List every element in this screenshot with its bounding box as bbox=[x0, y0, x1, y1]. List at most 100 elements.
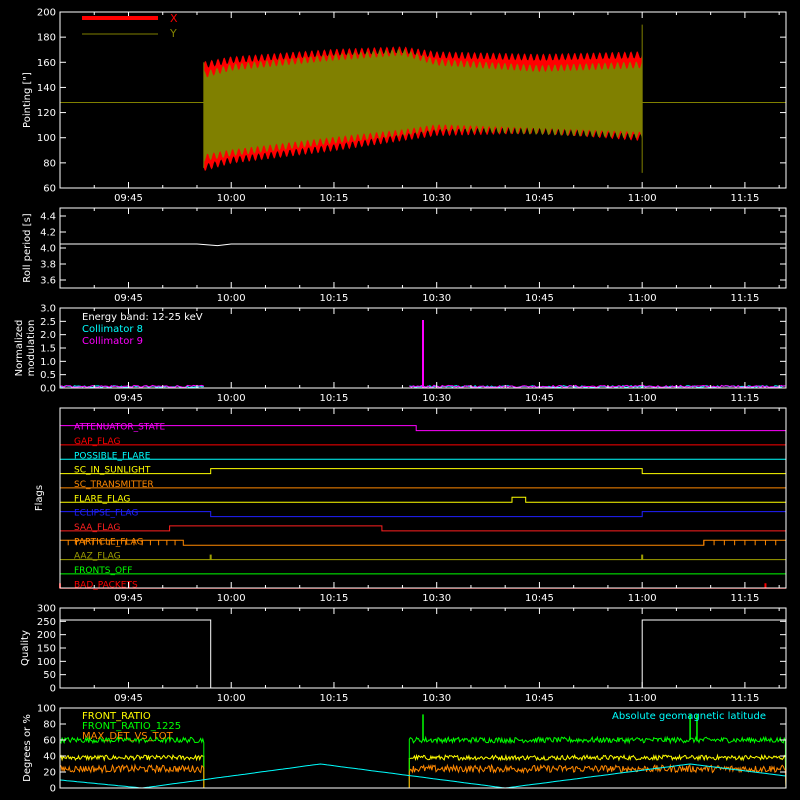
y-tick-label: 1.5 bbox=[40, 344, 56, 355]
y-tick-label: 50 bbox=[43, 670, 56, 681]
degrees-panel: 0 20 40 60 80 100 Degrees or % FRONT_RATIO FR… bbox=[22, 704, 787, 795]
flags-panel: ATTENUATOR_STATE GAP_FLAG POSSIBLE_FLARE SC… bbox=[34, 407, 787, 604]
pointing-frame bbox=[59, 11, 787, 189]
modulation-panel: 0.0 0.5 1.0 1.5 2.0 2.5 3.0 09:45 10:00 10:15 10:… bbox=[14, 304, 787, 404]
x-tick-label: 10:00 bbox=[217, 193, 246, 204]
pointing-y-axis: 60 80 100 120 140 160 180 200 bbox=[37, 8, 786, 195]
x-tick-label: 11:00 bbox=[628, 193, 657, 204]
flags-ylabel: Flags bbox=[34, 485, 45, 511]
y-tick-label: 100 bbox=[37, 704, 56, 715]
y-tick-label: 60 bbox=[43, 184, 56, 195]
legend-x-label: X bbox=[170, 12, 178, 25]
degrees-series-1-seg-0 bbox=[60, 735, 205, 788]
y-tick-label: 0 bbox=[50, 784, 56, 795]
x-tick-label: 11:00 bbox=[628, 393, 657, 404]
x-tick-label: 10:00 bbox=[217, 693, 246, 704]
modulation-x-axis: 09:45 10:00 10:15 10:30 10:45 11:00 11:15 bbox=[59, 308, 780, 404]
flags-data: ATTENUATOR_STATE GAP_FLAG POSSIBLE_FLARE SC… bbox=[59, 423, 786, 590]
degrees-series-0-seg-0 bbox=[60, 754, 205, 788]
flag-line-sc-in-sunlight bbox=[60, 468, 786, 475]
degrees-legend-geomag: Absolute geomagnetic latitude bbox=[612, 711, 766, 722]
modulation-legend: Energy band: 12-25 keV Collimator 8 Coll… bbox=[82, 312, 203, 347]
degrees-legend-max-det: MAX_DET_VS_TOT bbox=[82, 731, 174, 742]
roll-ylabel: Roll period [s] bbox=[22, 213, 33, 282]
degrees-frame bbox=[59, 707, 787, 789]
roll-panel: 3.6 3.8 4.0 4.2 4.4 09:45 10:00 10:15 10:30 10:4… bbox=[22, 207, 787, 304]
x-tick-label: 11:15 bbox=[730, 293, 759, 304]
modulation-legend-title: Energy band: 12-25 keV bbox=[82, 312, 203, 323]
y-tick-label: 160 bbox=[37, 58, 56, 69]
roll-data bbox=[60, 243, 786, 247]
degrees-legend: FRONT_RATIO FRONT_RATIO_1225 MAX_DET_VS_… bbox=[82, 711, 766, 742]
x-tick-label: 09:45 bbox=[114, 693, 143, 704]
flag-label-bad-packets: BAD_PACKETS bbox=[74, 580, 138, 590]
y-tick-label: 140 bbox=[37, 83, 56, 94]
y-tick-label: 3.8 bbox=[40, 260, 56, 271]
y-tick-label: 1.0 bbox=[40, 357, 56, 368]
modulation-series-1-seg-0 bbox=[60, 384, 204, 389]
y-tick-label: 80 bbox=[43, 720, 56, 731]
x-tick-label: 10:15 bbox=[320, 193, 349, 204]
y-tick-label: 0.0 bbox=[40, 384, 56, 395]
quality-x-axis: 09:45 10:00 10:15 10:30 10:45 11:00 11:15 bbox=[59, 608, 780, 704]
y-tick-label: 4.0 bbox=[40, 244, 56, 255]
x-tick-label: 11:00 bbox=[628, 593, 657, 604]
x-tick-label: 10:45 bbox=[525, 293, 554, 304]
flag-label-eclipse-flag: ECLIPSE_FLAG bbox=[74, 509, 138, 519]
x-tick-label: 10:15 bbox=[320, 693, 349, 704]
flag-label-possible-flare: POSSIBLE_FLARE bbox=[74, 451, 151, 461]
x-tick-label: 10:30 bbox=[422, 393, 451, 404]
degrees-series-2-seg-0 bbox=[60, 763, 205, 788]
y-tick-label: 2.0 bbox=[40, 330, 56, 341]
x-tick-label: 10:30 bbox=[422, 593, 451, 604]
x-tick-label: 09:45 bbox=[114, 593, 143, 604]
flag-label-saa-flag: SAA_FLAG bbox=[74, 523, 120, 533]
y-tick-label: 120 bbox=[37, 108, 56, 119]
x-tick-label: 10:45 bbox=[525, 693, 554, 704]
modulation-series-1-seg-1 bbox=[409, 384, 786, 389]
roll-x-axis: 09:45 10:00 10:15 10:30 10:45 11:00 11:15 bbox=[59, 208, 780, 304]
degrees-legend-front-ratio-1225: FRONT_RATIO_1225 bbox=[82, 721, 181, 732]
flag-label-aaz-flag: AAZ_FLAG bbox=[74, 552, 121, 562]
degrees-y-axis: 0 20 40 60 80 100 bbox=[37, 704, 786, 795]
x-tick-label: 10:00 bbox=[217, 293, 246, 304]
y-tick-label: 40 bbox=[43, 752, 56, 763]
pointing-panel: 60 80 100 120 140 160 180 200 09:45 10:00 10:15 10… bbox=[22, 8, 787, 204]
flags-frame bbox=[59, 407, 787, 589]
flag-label-attenuator-state: ATTENUATOR_STATE bbox=[74, 423, 166, 433]
roll-series bbox=[60, 243, 786, 247]
x-tick-label: 11:15 bbox=[730, 693, 759, 704]
degrees-series-0-seg-1 bbox=[408, 753, 786, 788]
y-tick-label: 100 bbox=[37, 133, 56, 144]
x-tick-label: 10:30 bbox=[422, 693, 451, 704]
y-tick-label: 300 bbox=[37, 604, 56, 615]
x-tick-label: 11:15 bbox=[730, 193, 759, 204]
roll-y-axis: 3.6 3.8 4.0 4.2 4.4 bbox=[40, 212, 786, 287]
flag-label-particle-flag: PARTICLE_FLAG bbox=[74, 537, 144, 547]
flag-label-sc-in-sunlight: SC_IN_SUNLIGHT bbox=[74, 466, 151, 476]
x-tick-label: 11:15 bbox=[730, 393, 759, 404]
modulation-ylabel-2: modulation bbox=[26, 320, 37, 377]
x-tick-label: 09:45 bbox=[114, 393, 143, 404]
x-tick-label: 11:15 bbox=[730, 593, 759, 604]
y-tick-label: 4.4 bbox=[40, 212, 56, 223]
pointing-x-axis: 09:45 10:00 10:15 10:30 10:45 11:00 11:15 bbox=[59, 12, 780, 204]
flag-line-particle-flag bbox=[60, 539, 786, 546]
x-tick-label: 10:30 bbox=[422, 193, 451, 204]
degrees-ylabel: Degrees or % bbox=[22, 714, 33, 782]
modulation-legend-c8: Collimator 8 bbox=[82, 324, 143, 335]
x-tick-label: 10:45 bbox=[525, 193, 554, 204]
modulation-y-axis: 0.0 0.5 1.0 1.5 2.0 2.5 3.0 bbox=[40, 304, 786, 395]
flag-label-gap-flag: GAP_FLAG bbox=[74, 437, 120, 447]
x-tick-label: 11:00 bbox=[628, 693, 657, 704]
y-tick-label: 60 bbox=[43, 736, 56, 747]
quality-ylabel: Quality bbox=[20, 630, 31, 666]
pointing-legend: X Y bbox=[82, 12, 178, 40]
y-tick-label: 4.2 bbox=[40, 228, 56, 239]
flags-x-axis: 09:45 10:00 10:15 10:30 10:45 11:00 11:15 bbox=[59, 408, 780, 604]
y-tick-label: 200 bbox=[37, 8, 56, 19]
flag-label-flare-flag: FLARE_FLAG bbox=[74, 494, 130, 504]
flag-label-sc-transmitter: SC_TRANSMITTER bbox=[74, 480, 154, 490]
modulation-legend-c9: Collimator 9 bbox=[82, 336, 143, 347]
flag-line-attenuator-state bbox=[60, 425, 786, 432]
